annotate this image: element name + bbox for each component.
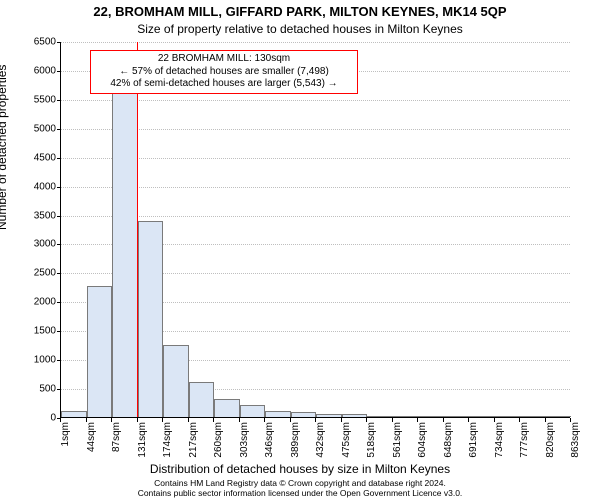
footer-line-2: Contains public sector information licen…	[0, 488, 600, 498]
chart-title: 22, BROMHAM MILL, GIFFARD PARK, MILTON K…	[0, 4, 600, 19]
ytick-label: 1000	[6, 355, 56, 366]
footer-line-1: Contains HM Land Registry data © Crown c…	[0, 478, 600, 488]
ytick-mark	[57, 129, 61, 130]
annotation-line-2: ← 57% of detached houses are smaller (7,…	[95, 66, 353, 79]
ytick-mark	[57, 244, 61, 245]
xtick-label: 561sqm	[392, 422, 403, 472]
ytick-mark	[57, 302, 61, 303]
xtick-label: 691sqm	[468, 422, 479, 472]
xtick-label: 44sqm	[86, 422, 97, 472]
histogram-bar	[265, 411, 291, 417]
ytick-mark	[57, 42, 61, 43]
histogram-bar	[87, 286, 113, 417]
ytick-mark	[57, 71, 61, 72]
xtick-label: 346sqm	[264, 422, 275, 472]
ytick-mark	[57, 100, 61, 101]
xtick-label: 1sqm	[60, 422, 71, 472]
xtick-label: 217sqm	[188, 422, 199, 472]
ytick-label: 2500	[6, 268, 56, 279]
plot-area	[60, 42, 570, 418]
histogram-bar	[418, 416, 444, 417]
ytick-mark	[57, 389, 61, 390]
histogram-bar	[444, 416, 470, 417]
histogram-bar	[342, 414, 368, 417]
ytick-label: 4500	[6, 152, 56, 163]
footer-attribution: Contains HM Land Registry data © Crown c…	[0, 478, 600, 498]
ytick-label: 5500	[6, 94, 56, 105]
ytick-label: 5000	[6, 123, 56, 134]
xtick-label: 432sqm	[315, 422, 326, 472]
annotation-line-3: 42% of semi-detached houses are larger (…	[95, 78, 353, 91]
xtick-label: 131sqm	[137, 422, 148, 472]
ytick-mark	[57, 273, 61, 274]
histogram-bar	[546, 416, 572, 417]
ytick-label: 3000	[6, 239, 56, 250]
histogram-bar	[495, 416, 521, 417]
ytick-mark	[57, 360, 61, 361]
histogram-bar	[240, 405, 266, 417]
ytick-label: 6000	[6, 65, 56, 76]
xtick-label: 260sqm	[213, 422, 224, 472]
histogram-bar	[520, 416, 546, 417]
xtick-label: 87sqm	[111, 422, 122, 472]
xtick-label: 518sqm	[366, 422, 377, 472]
histogram-bar	[189, 382, 215, 417]
annotation-line-1: 22 BROMHAM MILL: 130sqm	[95, 53, 353, 66]
xtick-label: 475sqm	[341, 422, 352, 472]
ytick-label: 3500	[6, 210, 56, 221]
xtick-label: 303sqm	[239, 422, 250, 472]
y-axis-label: Number of detached properties	[0, 65, 9, 230]
histogram-bar	[163, 345, 189, 417]
ytick-mark	[57, 187, 61, 188]
xtick-label: 648sqm	[443, 422, 454, 472]
histogram-bar	[112, 88, 138, 417]
xtick-label: 777sqm	[519, 422, 530, 472]
histogram-bar	[291, 412, 317, 417]
histogram-bar	[367, 416, 393, 417]
histogram-bar	[469, 416, 495, 417]
chart-subtitle: Size of property relative to detached ho…	[0, 22, 600, 36]
xtick-label: 389sqm	[290, 422, 301, 472]
ytick-label: 500	[6, 384, 56, 395]
xtick-label: 604sqm	[417, 422, 428, 472]
histogram-bar	[138, 221, 164, 417]
ytick-mark	[57, 216, 61, 217]
ytick-label: 4000	[6, 181, 56, 192]
xtick-label: 174sqm	[162, 422, 173, 472]
ytick-label: 6500	[6, 37, 56, 48]
histogram-bar	[393, 416, 419, 417]
ytick-mark	[57, 331, 61, 332]
histogram-bar	[316, 414, 342, 417]
xtick-label: 734sqm	[494, 422, 505, 472]
ytick-label: 1500	[6, 326, 56, 337]
xtick-label: 863sqm	[570, 422, 581, 472]
ytick-mark	[57, 158, 61, 159]
ytick-label: 0	[6, 413, 56, 424]
xtick-label: 820sqm	[545, 422, 556, 472]
histogram-bar	[61, 411, 87, 417]
annotation-box: 22 BROMHAM MILL: 130sqm ← 57% of detache…	[90, 50, 358, 94]
ytick-label: 2000	[6, 297, 56, 308]
histogram-bar	[214, 399, 240, 418]
reference-line	[137, 42, 138, 417]
